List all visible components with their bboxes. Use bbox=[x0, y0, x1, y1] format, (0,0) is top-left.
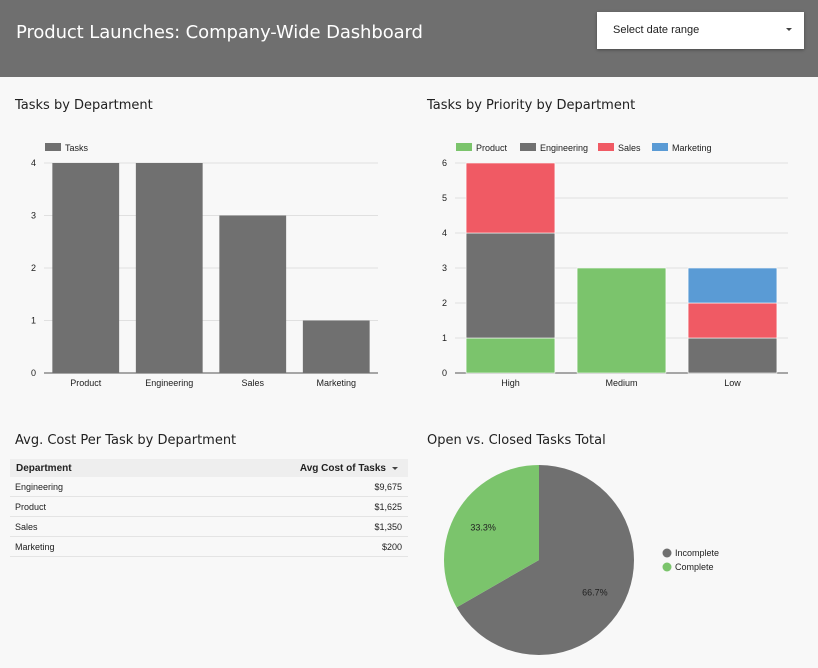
bar-segment-low-marketing bbox=[687, 267, 778, 304]
column-header-department[interactable]: Department bbox=[16, 463, 72, 474]
tasks-by-department-title: Tasks by Department bbox=[15, 98, 153, 113]
y-tick-label: 0 bbox=[442, 368, 447, 378]
date-range-label: Select date range bbox=[613, 24, 700, 36]
avg-cost-cell: $1,350 bbox=[374, 522, 402, 532]
y-tick-label: 2 bbox=[31, 263, 36, 273]
tasks-by-department-chart: 0 1 2 3 4 Tasks Product Engineering Sales Marketi… bbox=[31, 143, 378, 388]
x-tick-label: Product bbox=[70, 378, 102, 388]
y-tick-label: 4 bbox=[442, 228, 447, 238]
avg-cost-cell: $200 bbox=[381, 542, 402, 552]
bar-marketing bbox=[302, 320, 370, 373]
legend-label-tasks: Tasks bbox=[65, 143, 89, 153]
x-tick-label: Sales bbox=[241, 378, 264, 388]
legend-label-marketing: Marketing bbox=[672, 143, 712, 153]
pie-slice-complete bbox=[444, 465, 539, 608]
bar-segment-low-engineering bbox=[687, 337, 778, 374]
table-header: Department Avg Cost of Tasks bbox=[10, 459, 408, 477]
pie-label-complete: 33.3% bbox=[470, 523, 496, 533]
table-row: Product $1,625 bbox=[10, 497, 408, 517]
y-tick-label: 1 bbox=[31, 316, 36, 326]
bar-segment-high-product bbox=[465, 337, 556, 374]
department-cell: Sales bbox=[15, 522, 38, 532]
x-tick-label: Engineering bbox=[145, 378, 193, 388]
legend-label-sales: Sales bbox=[618, 143, 641, 153]
legend-dot-incomplete bbox=[662, 548, 672, 558]
legend-swatch-marketing bbox=[652, 143, 668, 151]
tasks-by-priority-chart: 0 1 2 3 4 5 6 Product Engineering Sales Marketing H… bbox=[442, 143, 788, 388]
legend-dot-complete bbox=[662, 562, 672, 572]
dashboard-header: Product Launches: Company-Wide Dashboard… bbox=[0, 0, 818, 77]
x-tick-label: High bbox=[501, 378, 520, 388]
y-tick-label: 3 bbox=[31, 211, 36, 221]
table-row: Marketing $200 bbox=[10, 537, 408, 557]
date-range-selector[interactable]: Select date range bbox=[597, 12, 804, 49]
table-row: Engineering $9,675 bbox=[10, 477, 408, 497]
x-tick-label: Medium bbox=[605, 378, 637, 388]
x-tick-label: Marketing bbox=[316, 378, 356, 388]
bar-engineering bbox=[135, 163, 203, 373]
x-tick-label: Low bbox=[724, 378, 741, 388]
legend-label-complete: Complete bbox=[675, 562, 714, 572]
bar-segment-low-sales bbox=[687, 302, 778, 339]
chevron-down-icon bbox=[786, 28, 792, 31]
legend-label-incomplete: Incomplete bbox=[675, 548, 719, 558]
bar-sales bbox=[219, 215, 287, 373]
avg-cost-title: Avg. Cost Per Task by Department bbox=[15, 433, 237, 448]
bar-product bbox=[52, 163, 120, 373]
table-body: Engineering $9,675 Product $1,625 Sales $1,35… bbox=[10, 477, 408, 557]
department-cell: Engineering bbox=[15, 482, 64, 492]
legend-swatch-tasks bbox=[45, 143, 61, 151]
legend-label-product: Product bbox=[476, 143, 508, 153]
avg-cost-cell: $9,675 bbox=[374, 482, 402, 492]
tasks-by-priority-title: Tasks by Priority by Department bbox=[427, 98, 636, 113]
y-tick-label: 1 bbox=[442, 333, 447, 343]
page-title: Product Launches: Company-Wide Dashboard bbox=[16, 22, 423, 43]
pie-label-incomplete: 66.7% bbox=[582, 587, 608, 597]
column-header-avg-cost-label: Avg Cost of Tasks bbox=[299, 463, 386, 474]
y-tick-label: 5 bbox=[442, 193, 447, 203]
legend-swatch-engineering bbox=[520, 143, 536, 151]
y-tick-label: 0 bbox=[31, 368, 36, 378]
y-tick-label: 2 bbox=[442, 298, 447, 308]
avg-cost-table: Department Avg Cost of Tasks Engineering… bbox=[10, 459, 408, 557]
department-cell: Marketing bbox=[15, 542, 55, 552]
sort-desc-icon bbox=[392, 466, 398, 470]
legend-swatch-sales bbox=[598, 143, 614, 151]
bar-segment-high-engineering bbox=[465, 232, 556, 339]
legend-swatch-product bbox=[456, 143, 472, 151]
bar-segment-high-sales bbox=[465, 162, 556, 234]
open-closed-title: Open vs. Closed Tasks Total bbox=[427, 433, 606, 448]
y-tick-label: 6 bbox=[442, 158, 447, 168]
column-header-avg-cost[interactable]: Avg Cost of Tasks bbox=[300, 463, 398, 474]
bar-segment-medium-product bbox=[576, 267, 667, 374]
pie-slice-incomplete bbox=[456, 465, 634, 655]
department-cell: Product bbox=[15, 502, 47, 512]
y-tick-label: 3 bbox=[442, 263, 447, 273]
open-closed-pie-chart: 66.7% 33.3% Incomplete Complete bbox=[444, 465, 719, 655]
table-row: Sales $1,350 bbox=[10, 517, 408, 537]
avg-cost-cell: $1,625 bbox=[374, 502, 402, 512]
y-tick-label: 4 bbox=[31, 158, 36, 168]
legend-label-engineering: Engineering bbox=[540, 143, 588, 153]
